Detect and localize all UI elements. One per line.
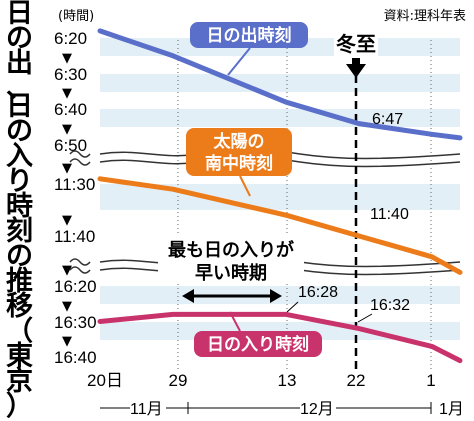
series-label: 南中時刻	[205, 153, 273, 174]
value-label-leader	[357, 313, 373, 323]
x-tick-label: 29	[169, 371, 188, 390]
series-label: 日の入り時刻	[207, 334, 309, 355]
source-note: 資料:理科年表	[384, 9, 466, 24]
y-tick-label: 16:30	[54, 313, 97, 332]
month-label: 12月	[300, 401, 334, 418]
series-label-box	[190, 22, 308, 48]
y-tick-arrow: ▼	[62, 334, 72, 349]
series-line	[97, 28, 463, 141]
series-label-box	[186, 128, 292, 176]
note-text: 早い時期	[195, 263, 267, 284]
series-label-box	[194, 331, 322, 357]
axis-break-mark	[69, 266, 91, 274]
y-tick-label: 6:20	[54, 29, 87, 48]
series-label: 日の出時刻	[207, 25, 292, 46]
value-label: 16:28	[298, 284, 338, 301]
axis-break-mark	[69, 158, 91, 166]
value-label: 6:47	[372, 111, 403, 128]
series-line	[97, 311, 463, 364]
note-box	[158, 236, 304, 284]
y-tick-arrow: ▼	[62, 299, 72, 314]
y-tick-arrow: ▼	[62, 86, 72, 101]
y-tick-label: 16:40	[54, 348, 97, 367]
background-band	[100, 74, 460, 92]
y-tick-arrow: ▼	[62, 213, 72, 228]
y-tick-label: 6:50	[54, 136, 87, 155]
month-label: 1月	[439, 401, 464, 418]
x-tick-label: 1	[426, 371, 435, 390]
axis-break-mark	[69, 150, 91, 158]
y-tick-arrow: ▼	[62, 161, 72, 176]
solstice-label-bg	[334, 30, 378, 56]
axis-break-mark	[69, 258, 91, 266]
value-label: 16:32	[370, 297, 410, 314]
note-text: 最も日の入りが	[168, 239, 294, 261]
y-tick-arrow: ▼	[62, 51, 72, 66]
series-label-leader	[227, 47, 251, 76]
x-tick-label: 22	[347, 371, 366, 390]
y-tick-label: 11:30	[54, 175, 95, 194]
solstice-label: 冬至	[336, 32, 376, 56]
y-tick-label: 6:40	[54, 100, 87, 119]
range-arrow-head	[182, 289, 194, 303]
y-axis-label: (時間)	[58, 9, 94, 24]
value-label-leader	[286, 301, 299, 313]
series-label: 太陽の	[214, 131, 265, 152]
series-label-leader	[239, 175, 251, 197]
x-tick-label: 13	[278, 371, 297, 390]
month-label: 11月	[130, 401, 163, 418]
value-label: 11:40	[370, 206, 409, 223]
chart-title: 日の出、日の入り時刻の推移（東京）	[6, 0, 33, 421]
background-band	[100, 109, 460, 127]
y-tick-arrow: ▼	[62, 122, 72, 137]
y-tick-label: 11:40	[54, 227, 95, 246]
series-line	[97, 176, 463, 275]
y-tick-arrow: ▼	[62, 263, 72, 278]
range-arrow-head	[270, 289, 282, 303]
y-tick-label: 6:30	[54, 65, 87, 84]
solstice-arrow	[346, 58, 366, 78]
series-label-leader	[229, 311, 241, 332]
x-tick-label: 20日	[87, 371, 123, 390]
y-tick-label: 16:20	[54, 277, 97, 296]
